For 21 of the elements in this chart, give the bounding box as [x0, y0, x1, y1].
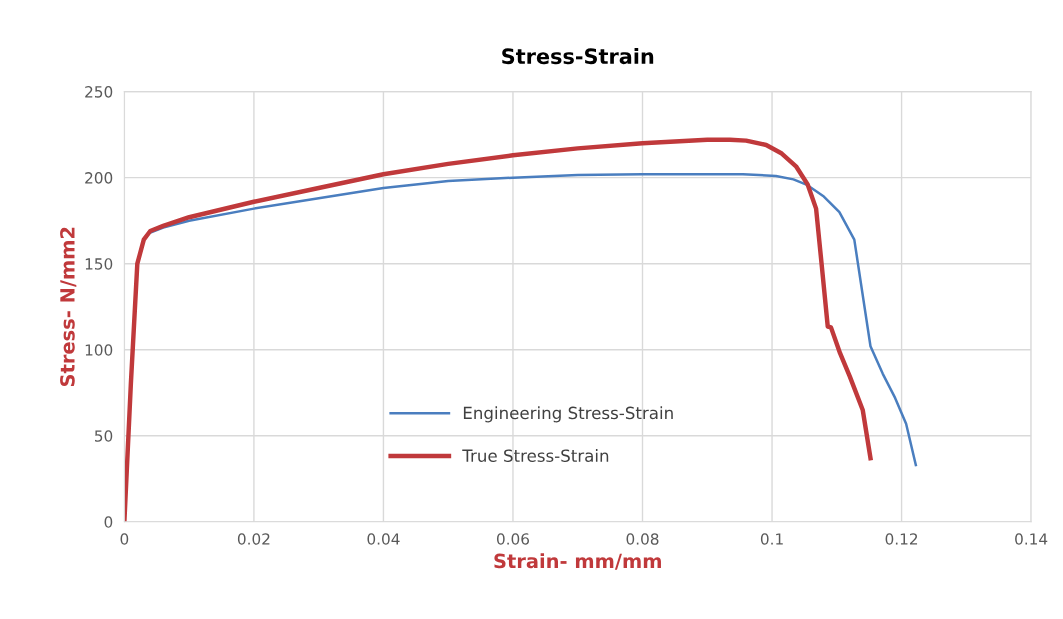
x-tick-label: 0.12	[885, 533, 918, 545]
y-tick-label: 0	[104, 516, 113, 528]
legend-label: True Stress-Strain	[462, 449, 609, 463]
y-tick-label: 200	[85, 172, 113, 184]
x-tick-label: 0	[120, 533, 129, 545]
y-tick-label: 50	[95, 430, 113, 442]
y-tick-label: 250	[85, 86, 113, 98]
x-tick-label: 0.02	[237, 533, 270, 545]
x-tick-label: 0.1	[760, 533, 783, 545]
x-tick-label: 0.14	[1015, 533, 1048, 545]
y-tick-label: 150	[85, 258, 113, 270]
line-series	[124, 137, 873, 522]
y-tick-label: 100	[85, 344, 113, 356]
x-tick-label: 0.06	[496, 533, 530, 545]
x-tick-label: 0.04	[367, 533, 400, 545]
x-axis-title: Strain- mm/mm	[494, 553, 661, 570]
line-series	[149, 172, 918, 467]
chart-title: Stress-Strain	[502, 48, 654, 65]
x-tick-label: 0.08	[626, 533, 659, 545]
legend-label: Engineering Stress-Strain	[463, 406, 673, 423]
y-axis-title: Stress- N/mm2	[60, 227, 77, 387]
